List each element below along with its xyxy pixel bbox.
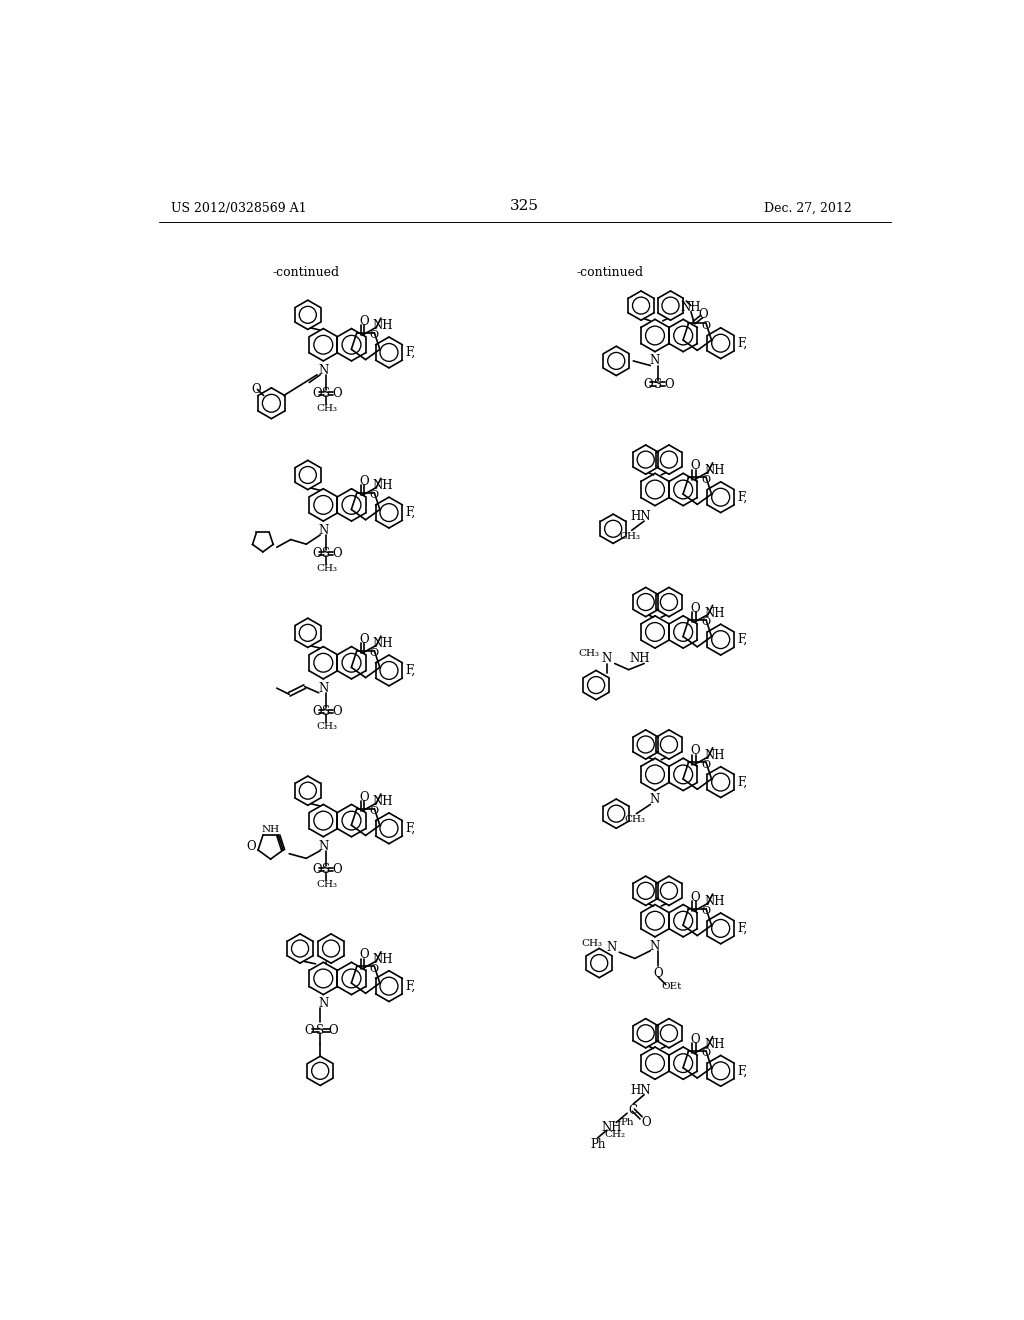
Text: F,: F, <box>737 491 748 504</box>
Text: N: N <box>650 354 660 367</box>
Text: NH: NH <box>703 748 724 762</box>
Text: O: O <box>691 602 700 615</box>
Text: F,: F, <box>406 346 416 359</box>
Text: CH₃: CH₃ <box>625 816 645 824</box>
Text: O: O <box>312 862 322 875</box>
Text: NH: NH <box>703 1038 724 1051</box>
Text: NH: NH <box>601 1121 622 1134</box>
Text: CH₃: CH₃ <box>315 880 337 888</box>
Text: O: O <box>304 1023 314 1036</box>
Text: NH: NH <box>373 479 393 492</box>
Text: Ph: Ph <box>590 1138 605 1151</box>
Text: NH: NH <box>681 301 701 314</box>
Text: O: O <box>328 1023 338 1036</box>
Text: N: N <box>318 840 329 853</box>
Text: NH: NH <box>373 953 393 966</box>
Text: O: O <box>370 330 379 341</box>
Text: NH: NH <box>703 895 724 908</box>
Text: F,: F, <box>737 1064 748 1077</box>
Text: Ph: Ph <box>621 1118 634 1127</box>
Text: O: O <box>359 314 369 327</box>
Text: O: O <box>370 490 379 500</box>
Text: O: O <box>312 705 322 718</box>
Text: S: S <box>323 862 331 875</box>
Text: HN: HN <box>630 1084 650 1097</box>
Text: NH: NH <box>703 606 724 619</box>
Text: O: O <box>359 632 369 645</box>
Text: N: N <box>650 793 660 807</box>
Text: O: O <box>370 964 379 974</box>
Text: O: O <box>370 807 379 816</box>
Text: O: O <box>653 968 663 981</box>
Text: 325: 325 <box>510 199 540 213</box>
Text: O: O <box>333 546 342 560</box>
Text: O: O <box>665 378 674 391</box>
Text: O: O <box>698 309 709 321</box>
Text: O: O <box>701 760 711 770</box>
Text: S: S <box>654 378 663 391</box>
Text: N: N <box>318 363 329 376</box>
Text: CH₂: CH₂ <box>604 1130 626 1139</box>
Text: NH: NH <box>373 319 393 333</box>
Text: NH: NH <box>261 825 280 833</box>
Text: O: O <box>691 744 700 758</box>
Text: O: O <box>691 891 700 904</box>
Text: CH₃: CH₃ <box>315 404 337 413</box>
Text: NH: NH <box>373 638 393 651</box>
Text: N: N <box>318 524 329 537</box>
Text: O: O <box>251 383 261 396</box>
Text: CH₃: CH₃ <box>620 532 641 541</box>
Text: N: N <box>318 681 329 694</box>
Text: F,: F, <box>406 664 416 677</box>
Text: O: O <box>641 1115 650 1129</box>
Text: N: N <box>606 941 616 954</box>
Text: N: N <box>650 940 660 953</box>
Text: US 2012/0328569 A1: US 2012/0328569 A1 <box>171 202 306 215</box>
Text: O: O <box>247 840 256 853</box>
Text: C: C <box>629 1104 638 1117</box>
Text: CH₃: CH₃ <box>315 565 337 573</box>
Text: OEt: OEt <box>662 982 682 990</box>
Text: O: O <box>333 705 342 718</box>
Text: O: O <box>359 791 369 804</box>
Text: -continued: -continued <box>577 265 644 279</box>
Text: F,: F, <box>406 506 416 519</box>
Text: F,: F, <box>406 822 416 834</box>
Text: O: O <box>701 475 711 484</box>
Text: O: O <box>312 546 322 560</box>
Text: Dec. 27, 2012: Dec. 27, 2012 <box>764 202 851 215</box>
Text: NH: NH <box>630 652 650 665</box>
Text: O: O <box>701 1048 711 1059</box>
Text: -continued: -continued <box>272 265 340 279</box>
Text: S: S <box>323 546 331 560</box>
Text: O: O <box>370 648 379 659</box>
Text: F,: F, <box>737 921 748 935</box>
Text: O: O <box>701 618 711 627</box>
Text: O: O <box>359 475 369 488</box>
Text: O: O <box>691 459 700 473</box>
Text: O: O <box>312 387 322 400</box>
Text: NH: NH <box>703 465 724 477</box>
Text: F,: F, <box>406 979 416 993</box>
Text: S: S <box>323 705 331 718</box>
Text: CH₃: CH₃ <box>315 722 337 731</box>
Text: F,: F, <box>737 634 748 647</box>
Text: O: O <box>333 387 342 400</box>
Text: S: S <box>316 1023 325 1036</box>
Text: NH: NH <box>373 795 393 808</box>
Text: O: O <box>644 378 653 391</box>
Text: O: O <box>691 1034 700 1045</box>
Text: HN: HN <box>630 510 650 523</box>
Text: O: O <box>333 862 342 875</box>
Text: N: N <box>318 998 329 1010</box>
Text: CH₃: CH₃ <box>582 939 602 948</box>
Text: S: S <box>323 387 331 400</box>
Text: O: O <box>359 948 369 961</box>
Text: O: O <box>701 906 711 916</box>
Text: O: O <box>701 321 711 331</box>
Text: F,: F, <box>737 337 748 350</box>
Text: F,: F, <box>737 776 748 788</box>
Text: N: N <box>602 652 612 665</box>
Text: CH₃: CH₃ <box>579 649 599 657</box>
